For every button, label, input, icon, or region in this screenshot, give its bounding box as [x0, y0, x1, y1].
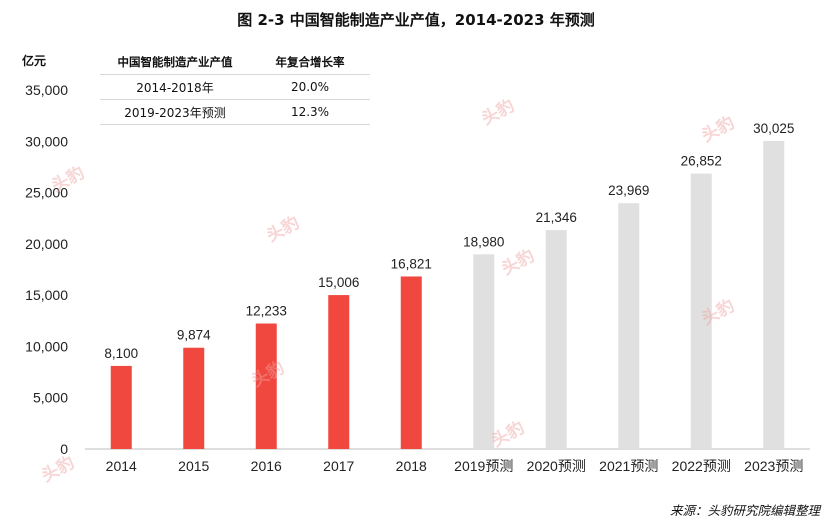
x-tick-label: 2018 — [396, 458, 427, 474]
data-label: 23,969 — [608, 183, 649, 198]
y-tick-label: 5,000 — [33, 390, 68, 406]
y-tick-label: 35,000 — [25, 82, 68, 98]
bar — [328, 295, 350, 449]
data-label: 30,025 — [753, 121, 794, 136]
y-tick-label: 10,000 — [25, 338, 68, 354]
x-tick-label: 2016 — [251, 458, 282, 474]
y-tick-label: 25,000 — [25, 185, 68, 201]
y-tick-label: 15,000 — [25, 287, 68, 303]
bar — [110, 365, 132, 449]
cagr-table-rate: 12.3% — [250, 99, 370, 125]
bar — [473, 254, 495, 449]
cagr-table-header-row: 中国智能制造产业产值 年复合增长率 — [100, 50, 370, 75]
x-tick-label: 2015 — [178, 458, 209, 474]
data-label: 8,100 — [104, 346, 138, 361]
x-tick-label: 2022预测 — [672, 458, 731, 474]
y-tick-label: 30,000 — [25, 133, 68, 149]
cagr-table-row: 2014-2018年 20.0% — [100, 74, 370, 100]
cagr-table-rate: 20.0% — [250, 74, 370, 100]
x-tick-label: 2020预测 — [527, 458, 586, 474]
x-tick-label: 2021预测 — [599, 458, 658, 474]
bar — [545, 230, 567, 449]
x-tick-label: 2017 — [323, 458, 354, 474]
x-tick-label: 2019预测 — [454, 458, 513, 474]
bar — [255, 323, 277, 449]
data-label: 15,006 — [318, 275, 359, 290]
data-label: 18,980 — [463, 234, 504, 249]
cagr-table-header: 中国智能制造产业产值 — [100, 50, 250, 75]
cagr-table-period: 2014-2018年 — [100, 74, 250, 100]
data-label: 12,233 — [246, 304, 287, 319]
bar — [400, 276, 422, 449]
chart-title: 图 2-3 中国智能制造产业产值，2014-2023 年预测 — [237, 11, 595, 29]
bar — [763, 141, 785, 449]
cagr-table-header: 年复合增长率 — [250, 50, 370, 75]
y-axis-unit-label: 亿元 — [22, 54, 47, 68]
y-tick-label: 0 — [60, 441, 68, 457]
data-label: 16,821 — [391, 256, 432, 271]
bar — [183, 347, 205, 449]
data-label: 26,852 — [681, 154, 722, 169]
source-note: 来源：头豹研究院编辑整理 — [669, 503, 820, 518]
x-tick-label: 2014 — [106, 458, 137, 474]
y-tick-label: 20,000 — [25, 236, 68, 252]
cagr-table-row: 2019-2023年预测 12.3% — [100, 99, 370, 125]
data-label: 21,346 — [536, 210, 577, 225]
x-tick-label: 2023预测 — [744, 458, 803, 474]
cagr-table: 中国智能制造产业产值 年复合增长率 2014-2018年 20.0% 2019-… — [100, 50, 370, 125]
bar — [618, 203, 640, 449]
cagr-table-period: 2019-2023年预测 — [100, 99, 250, 125]
bar — [690, 173, 712, 449]
data-label: 9,874 — [177, 328, 211, 343]
